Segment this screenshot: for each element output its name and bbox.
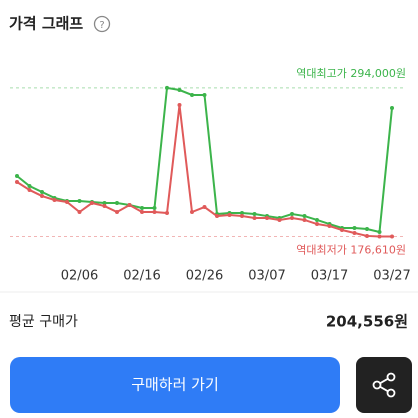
price-point [165,85,169,90]
price-point [140,210,144,214]
buy-label: 구매하러 가기 [131,376,219,394]
price-point [390,234,394,239]
price-point [340,227,344,232]
price-point [102,204,107,209]
price-point [315,222,319,227]
price-point [315,217,319,222]
price-point [90,201,94,206]
price-point [102,201,107,206]
price-point [352,225,357,230]
price-point [15,179,19,184]
price-point [115,201,119,206]
price-point [77,198,82,203]
price-point [252,215,257,220]
x-tick-label: 02/06 [61,269,98,284]
x-tick-label: 02/16 [123,269,160,284]
price-line [16,104,392,238]
price-point [290,212,294,217]
price-point [77,210,82,214]
price-point [190,92,194,97]
price-point [15,174,19,179]
price-point [152,210,157,214]
price-point [27,184,32,189]
price-point [377,234,382,239]
price-point [302,214,307,219]
price-point [352,231,357,236]
price-point [240,214,244,219]
price-point [52,197,57,202]
price-point [65,199,69,204]
x-tick-label: 03/27 [373,269,410,284]
price-point [115,210,119,214]
x-tick-label: 03/17 [311,269,348,284]
price-point [40,189,44,194]
price-point [202,92,207,97]
price-line [16,86,393,234]
price-point [240,211,244,216]
price-point [290,215,294,220]
price-point [202,205,207,210]
price-point [377,230,382,235]
price-point [127,203,132,208]
price-point [165,211,169,216]
price-point [265,215,269,220]
price-point [327,224,332,229]
price-point [152,205,157,210]
price-point [190,210,194,214]
price-point [365,233,369,238]
price-point [215,214,219,219]
svg-text:?: ? [99,20,104,31]
share-button[interactable] [356,357,412,413]
price-point [227,213,232,218]
buy-button[interactable]: 구매하러 가기 [10,357,340,413]
price-point [40,194,44,199]
price-point [277,217,282,222]
price-point [252,212,257,217]
price-point [365,226,369,231]
help-icon[interactable]: ? [93,15,111,33]
price-point [177,88,182,93]
reference-label: 역대최고가 294,000원 [296,67,406,80]
price-point [302,217,307,222]
title: 가격 그래프 [9,15,83,33]
reference-label: 역대최저가 176,610원 [296,244,406,257]
price-point [140,205,144,210]
summary-value: 204,556원 [326,313,408,331]
price-point [177,102,182,107]
price-point [390,106,394,111]
x-tick-label: 02/26 [186,269,223,284]
x-tick-label: 03/07 [248,269,285,284]
summary-label: 평균 구매가 [9,314,78,330]
price-point [27,187,32,192]
